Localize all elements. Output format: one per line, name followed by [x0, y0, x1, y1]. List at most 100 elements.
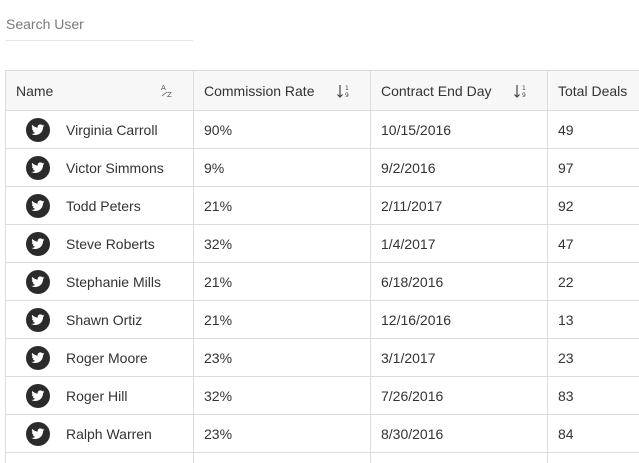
cell-name: Virginia Carroll [6, 111, 194, 148]
cell-commission-rate: 21% [194, 263, 371, 300]
twitter-bird-icon [26, 421, 50, 446]
cell-contract-end-day: 1/4/2017 [371, 225, 548, 262]
table-row[interactable]: Virginia Carroll 90% 10/15/2016 49 [6, 111, 639, 149]
contract-end-day-value: 12/16/2016 [381, 311, 452, 328]
total-deals-value: 22 [558, 273, 574, 290]
user-name: Virginia Carroll [66, 121, 158, 138]
contract-end-day-value: 7/26/2016 [381, 387, 444, 404]
svg-text:9: 9 [345, 92, 349, 99]
cell-total-deals: 13 [548, 301, 639, 338]
table-row[interactable]: Roger Moore 23% 3/1/2017 23 [6, 339, 639, 377]
total-deals-value: 47 [558, 235, 574, 252]
commission-rate-value: 21% [204, 197, 233, 214]
user-name: Roger Moore [66, 349, 148, 366]
commission-rate-value: 90% [204, 121, 233, 138]
svg-text:Z: Z [167, 91, 172, 99]
table-row[interactable]: Roger Hill 32% 7/26/2016 83 [6, 377, 639, 415]
cell-total-deals: 92 [548, 187, 639, 224]
cell-total-deals: 97 [548, 149, 639, 186]
contract-end-day-value: 1/4/2017 [381, 235, 436, 252]
total-deals-value: 92 [558, 197, 574, 214]
cell-name: Ralph Warren [6, 415, 194, 452]
cell-commission-rate: 32% [194, 225, 371, 262]
cell-total-deals: 83 [548, 377, 639, 414]
twitter-bird-icon [26, 307, 50, 332]
cell-total-deals: 22 [548, 263, 639, 300]
cell-commission-rate: 9% [194, 149, 371, 186]
cell-contract-end-day: 3/1/2017 [371, 339, 548, 376]
column-header-label: Total Deals [558, 82, 628, 99]
twitter-bird-icon [26, 383, 50, 408]
total-deals-value: 83 [558, 387, 574, 404]
total-deals-value: 13 [558, 311, 574, 328]
cell-commission-rate: 21% [194, 187, 371, 224]
contract-end-day-value: 9/2/2016 [381, 159, 436, 176]
commission-rate-value: 23% [204, 349, 233, 366]
column-header-contract-end-day[interactable]: Contract End Day 1 9 [371, 71, 548, 110]
grid-header-row: Name A Z Commission Rate 1 9 Contract En… [6, 71, 639, 111]
total-deals-value: 23 [558, 349, 574, 366]
user-name: Roger Hill [66, 387, 128, 404]
commission-rate-value: 21% [204, 311, 233, 328]
search-box[interactable] [6, 10, 193, 41]
sort-numeric-icon[interactable]: 1 9 [513, 83, 529, 99]
cell-contract-end-day: 6/18/2016 [371, 263, 548, 300]
cell-commission-rate: 90% [194, 111, 371, 148]
table-row[interactable]: Ralph Warren 23% 8/30/2016 84 [6, 415, 639, 453]
contract-end-day-value: 10/15/2016 [381, 121, 452, 138]
user-name: Victor Simmons [66, 159, 164, 176]
cell-name: Stephanie Mills [6, 263, 194, 300]
cell-commission-rate: 32% [194, 377, 371, 414]
cell-name: Roger Moore [6, 339, 194, 376]
search-user-input[interactable] [6, 10, 193, 38]
twitter-bird-icon [26, 155, 50, 180]
user-name: Steve Roberts [66, 235, 155, 252]
table-row[interactable]: Stephanie Mills 21% 6/18/2016 22 [6, 263, 639, 301]
table-row[interactable]: Steve Roberts 32% 1/4/2017 47 [6, 225, 639, 263]
user-name: Ralph Warren [66, 425, 152, 442]
commission-rate-value: 21% [204, 273, 233, 290]
commission-rate-value: 32% [204, 387, 233, 404]
column-header-name[interactable]: Name A Z [6, 71, 194, 110]
column-header-commission-rate[interactable]: Commission Rate 1 9 [194, 71, 371, 110]
table-row[interactable]: Shawn Ortiz 21% 12/16/2016 13 [6, 301, 639, 339]
total-deals-value: 97 [558, 159, 574, 176]
twitter-bird-icon [26, 193, 50, 218]
sort-numeric-icon[interactable]: 1 9 [336, 83, 352, 99]
total-deals-value: 49 [558, 121, 574, 138]
cell-contract-end-day: 9/2/2016 [371, 149, 548, 186]
column-header-label: Name [16, 82, 54, 99]
user-name: Todd Peters [66, 197, 141, 214]
table-row[interactable]: Todd Peters 21% 2/11/2017 92 [6, 187, 639, 225]
cell-total-deals: 49 [548, 111, 639, 148]
column-header-label: Contract End Day [381, 82, 492, 99]
cell-contract-end-day: 12/16/2016 [371, 301, 548, 338]
contract-end-day-value: 3/1/2017 [381, 349, 436, 366]
svg-text:9: 9 [522, 92, 526, 99]
sort-alpha-icon[interactable]: A Z [159, 83, 175, 99]
user-name: Stephanie Mills [66, 273, 161, 290]
svg-text:1: 1 [345, 85, 349, 92]
column-header-label: Commission Rate [204, 82, 315, 99]
commission-rate-value: 23% [204, 425, 233, 442]
twitter-bird-icon [26, 117, 50, 142]
users-grid: Name A Z Commission Rate 1 9 Contract En… [5, 70, 639, 463]
contract-end-day-value: 8/30/2016 [381, 425, 444, 442]
cell-contract-end-day: 2/11/2017 [371, 187, 548, 224]
twitter-bird-icon [26, 345, 50, 370]
cell-commission-rate: 23% [194, 339, 371, 376]
user-name: Shawn Ortiz [66, 311, 143, 328]
column-header-total-deals[interactable]: Total Deals [548, 71, 639, 110]
cell-total-deals: 84 [548, 415, 639, 452]
cell-total-deals: 23 [548, 339, 639, 376]
commission-rate-value: 9% [204, 159, 225, 176]
commission-rate-value: 32% [204, 235, 233, 252]
svg-text:A: A [161, 84, 166, 92]
contract-end-day-value: 2/11/2017 [381, 197, 443, 214]
twitter-bird-icon [26, 269, 50, 294]
total-deals-value: 84 [558, 425, 574, 442]
cell-name: Shawn Ortiz [6, 301, 194, 338]
table-row[interactable]: Victor Simmons 9% 9/2/2016 97 [6, 149, 639, 187]
cell-contract-end-day: 8/30/2016 [371, 415, 548, 452]
cell-total-deals: 47 [548, 225, 639, 262]
